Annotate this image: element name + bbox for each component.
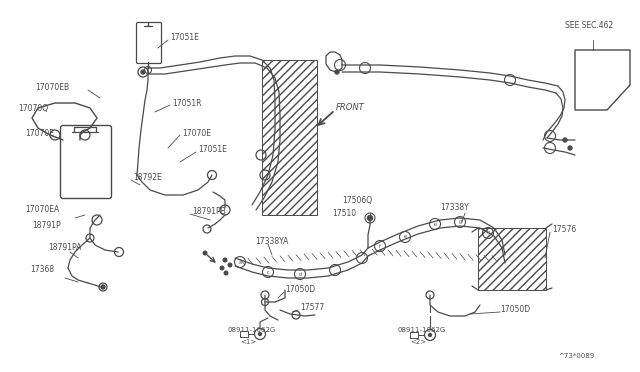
- Text: 18791P: 18791P: [32, 221, 61, 230]
- Text: 17338YA: 17338YA: [255, 237, 289, 247]
- FancyBboxPatch shape: [136, 22, 161, 64]
- Bar: [262, 60, 317, 215]
- Text: f: f: [379, 244, 381, 248]
- Text: e: e: [433, 221, 436, 227]
- Text: 17070E: 17070E: [25, 128, 54, 138]
- Bar: [240, 331, 248, 337]
- Text: c: c: [267, 269, 269, 275]
- Circle shape: [367, 215, 372, 221]
- Circle shape: [101, 285, 105, 289]
- Text: 17577: 17577: [300, 304, 324, 312]
- Text: h: h: [486, 231, 490, 235]
- Text: 17070Q: 17070Q: [18, 103, 48, 112]
- Text: d: d: [298, 272, 301, 276]
- Polygon shape: [575, 50, 630, 110]
- Text: ^73*0089: ^73*0089: [558, 353, 595, 359]
- Text: 17510: 17510: [332, 208, 356, 218]
- Text: 18791PA: 18791PA: [48, 243, 81, 251]
- Text: 17051R: 17051R: [172, 99, 202, 108]
- Text: 17506Q: 17506Q: [342, 196, 372, 205]
- Circle shape: [563, 138, 567, 142]
- Circle shape: [224, 271, 228, 275]
- Circle shape: [568, 146, 572, 150]
- Text: 17070EB: 17070EB: [35, 83, 69, 93]
- Bar: [410, 332, 418, 338]
- Text: 17051E: 17051E: [170, 33, 199, 42]
- Text: FRONT: FRONT: [336, 103, 365, 112]
- Text: 18792E: 18792E: [133, 173, 162, 183]
- Text: SEE SEC.462: SEE SEC.462: [565, 20, 613, 29]
- Text: 17070EA: 17070EA: [25, 205, 60, 215]
- Circle shape: [204, 251, 207, 255]
- Text: 17338Y: 17338Y: [440, 203, 468, 212]
- Circle shape: [259, 333, 262, 336]
- Text: 17576: 17576: [552, 225, 576, 234]
- Circle shape: [223, 258, 227, 262]
- Text: 17050D: 17050D: [285, 285, 315, 295]
- Text: 17368: 17368: [30, 266, 54, 275]
- Text: g: g: [458, 219, 461, 224]
- Text: 18791PB: 18791PB: [192, 208, 226, 217]
- Text: a: a: [239, 260, 241, 264]
- Circle shape: [141, 70, 145, 74]
- FancyBboxPatch shape: [61, 125, 111, 199]
- Circle shape: [220, 266, 224, 270]
- Text: 17070E: 17070E: [182, 128, 211, 138]
- Circle shape: [228, 263, 232, 267]
- Circle shape: [429, 334, 431, 337]
- Circle shape: [335, 70, 339, 74]
- Text: <2>: <2>: [410, 339, 426, 345]
- Text: <1>: <1>: [240, 339, 256, 345]
- Text: 08911-1062G: 08911-1062G: [228, 327, 276, 333]
- Text: 08911-1062G: 08911-1062G: [398, 327, 446, 333]
- Bar: [478, 228, 546, 290]
- Text: e: e: [403, 234, 406, 240]
- Text: 17051E: 17051E: [198, 145, 227, 154]
- Text: 17050D: 17050D: [500, 305, 530, 314]
